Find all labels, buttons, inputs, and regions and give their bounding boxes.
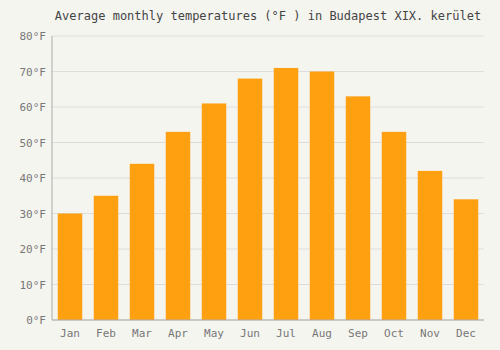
x-tick-label: Jul	[276, 327, 296, 340]
y-tick-label: 0°F	[26, 314, 46, 327]
bar	[58, 214, 82, 321]
y-tick-label: 30°F	[20, 208, 47, 221]
x-tick-label: Sep	[348, 327, 368, 340]
bar	[382, 132, 406, 320]
bar	[274, 68, 298, 320]
y-tick-label: 50°F	[20, 137, 47, 150]
bar	[94, 196, 118, 320]
bar	[238, 79, 262, 320]
x-tick-label: Feb	[96, 327, 116, 340]
y-tick-label: 80°F	[20, 30, 47, 43]
grid-line	[52, 107, 484, 108]
chart: Average monthly temperatures (°F ) in Bu…	[0, 0, 500, 350]
y-tick-label: 20°F	[20, 243, 47, 256]
x-tick-label: Apr	[168, 327, 188, 340]
x-tick-label: Dec	[456, 327, 476, 340]
bar	[454, 199, 478, 320]
x-tick-label: Jun	[240, 327, 260, 340]
y-tick-label: 60°F	[20, 101, 47, 114]
x-tick-label: Oct	[384, 327, 404, 340]
bar	[346, 96, 370, 320]
x-tick-label: May	[204, 327, 224, 340]
bar	[202, 103, 226, 320]
title: Average monthly temperatures (°F ) in Bu…	[55, 9, 481, 23]
x-axis: Jan Feb Mar Apr May Jun Jul Aug Sep Oct Nov Dec	[60, 327, 476, 340]
bar	[130, 164, 154, 320]
grid-line	[52, 142, 484, 143]
grid-line	[52, 36, 484, 37]
grid-line	[52, 320, 484, 321]
y-tick-label: 10°F	[20, 279, 47, 292]
x-tick-label: Mar	[132, 327, 152, 340]
x-tick-label: Jan	[60, 327, 80, 340]
bars	[58, 68, 478, 320]
y-axis: 0°F 10°F 20°F 30°F 40°F 50°F 60°F 70°F 80°F	[20, 30, 47, 327]
y-axis-line	[52, 36, 53, 320]
x-tick-label: Aug	[312, 327, 332, 340]
x-axis-line	[52, 320, 484, 321]
bar	[166, 132, 190, 320]
x-tick-label: Nov	[420, 327, 440, 340]
y-tick-label: 40°F	[20, 172, 47, 185]
background	[0, 0, 500, 350]
bar	[418, 171, 442, 320]
bar	[310, 72, 334, 321]
grid-line	[52, 71, 484, 72]
grid	[52, 36, 484, 320]
y-tick-label: 70°F	[20, 66, 47, 79]
chart-container: Average monthly temperatures (°F ) in Bu…	[0, 0, 500, 350]
